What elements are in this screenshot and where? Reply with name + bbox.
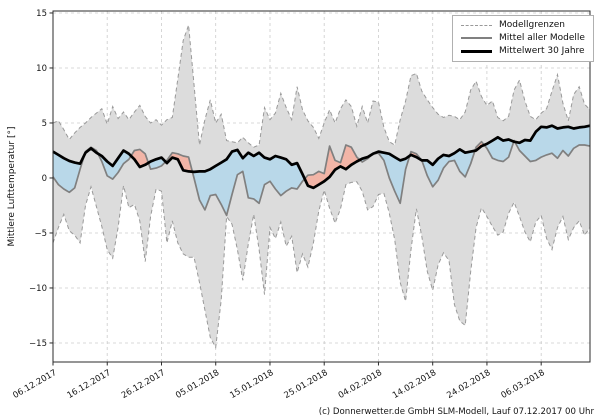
cold-anomaly-fill bbox=[148, 157, 166, 170]
x-tick-label: 15.01.2018 bbox=[228, 368, 275, 401]
x-tick-label: 24.02.2018 bbox=[445, 368, 492, 401]
legend-row-model-bounds: Modellgrenzen bbox=[461, 19, 585, 31]
cold-anomaly-fill bbox=[359, 151, 410, 204]
x-tick-label: 25.01.2018 bbox=[283, 368, 330, 401]
mean-30y-line bbox=[52, 124, 591, 190]
y-axis-label: Mittlere Lufttemperatur [°] bbox=[7, 127, 17, 247]
model-bounds-band bbox=[53, 25, 590, 348]
x-tick-label: 04.02.2018 bbox=[337, 368, 384, 401]
y-tick-label: 15 bbox=[36, 9, 47, 19]
plot-border bbox=[52, 10, 591, 363]
x-tick-label: 14.02.2018 bbox=[391, 368, 438, 401]
legend-row-model-mean: Mittel aller Modelle bbox=[461, 32, 585, 44]
chart-legend: Modellgrenzen Mittel aller Modelle Mitte… bbox=[452, 15, 594, 62]
y-tick-label: −10 bbox=[29, 284, 47, 294]
cold-anomaly-fill bbox=[192, 149, 305, 216]
warm-anomaly-fill bbox=[304, 145, 360, 188]
chart-caption: (c) Donnerwetter.de GmbH SLM-Modell, Lau… bbox=[318, 407, 594, 417]
x-tick-label: 26.12.2017 bbox=[120, 368, 167, 401]
y-tick-label: −15 bbox=[29, 339, 47, 349]
cold-anomaly-fill bbox=[421, 149, 475, 187]
legend-label: Mittelwert 30 Jahre bbox=[499, 46, 585, 56]
y-tick-label: 0 bbox=[42, 174, 47, 184]
solid-line-icon bbox=[461, 37, 492, 39]
x-tick-label: 05.01.2018 bbox=[174, 368, 221, 401]
y-tick-label: −5 bbox=[34, 229, 47, 239]
legend-label: Mittel aller Modelle bbox=[499, 33, 585, 43]
model-bounds-lower-line bbox=[52, 181, 591, 350]
y-tick-label: 5 bbox=[42, 119, 47, 129]
thick-line-icon bbox=[461, 49, 492, 53]
model-bounds-upper-line bbox=[52, 24, 591, 148]
cold-anomaly-fill bbox=[514, 125, 590, 162]
cold-anomaly-fill bbox=[53, 151, 85, 193]
x-tick-label: 06.03.2018 bbox=[500, 368, 547, 401]
legend-row-30y-mean: Mittelwert 30 Jahre bbox=[461, 45, 585, 57]
x-tick-label: 06.12.2017 bbox=[11, 368, 58, 401]
dashed-line-icon bbox=[461, 24, 492, 26]
x-tick-label: 16.12.2017 bbox=[66, 368, 113, 401]
legend-label: Modellgrenzen bbox=[499, 20, 565, 30]
y-tick-label: 10 bbox=[36, 64, 47, 74]
model-mean-line bbox=[52, 139, 591, 217]
